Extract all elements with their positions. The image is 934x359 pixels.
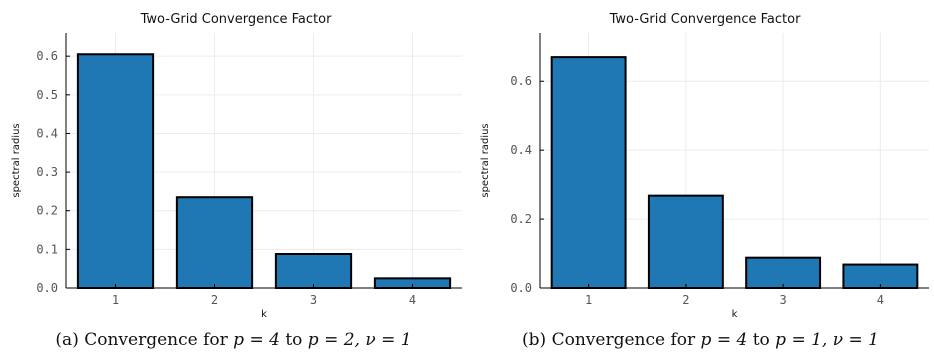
y-tick-label: 0.6	[510, 74, 532, 88]
x-tick-label: 3	[310, 293, 317, 307]
caption-b-to: to	[752, 329, 770, 350]
x-tick-label: 2	[682, 293, 689, 307]
caption-a-p-to: p = 2,	[307, 329, 360, 350]
x-tick-label: 3	[780, 293, 787, 307]
y-tick-label: 0.1	[36, 242, 58, 256]
x-tick-label: 1	[585, 293, 592, 307]
caption-a-to: to	[285, 329, 303, 350]
y-tick-label: 0.6	[36, 49, 58, 63]
chart-b: Two-Grid Convergence Factor 0.0 0.2 0.4 0.6 1…	[480, 12, 929, 320]
caption-b: (b) Convergence for p = 4 to p = 1, ν = …	[467, 320, 934, 359]
chart-title: Two-Grid Convergence Factor	[140, 12, 332, 27]
caption-b-label: (b)	[522, 329, 547, 350]
caption-b-text: Convergence for	[551, 329, 696, 350]
y-tick-label: 0.4	[36, 126, 58, 140]
bar-2	[647, 194, 724, 289]
caption-b-p-to: p = 1,	[775, 329, 828, 350]
bar-1	[76, 53, 155, 289]
caption-b-p-from: p = 4	[700, 329, 748, 350]
caption-b-nu: ν = 1	[832, 329, 879, 350]
caption-a-nu: ν = 1	[365, 329, 412, 350]
y-axis-label: spectral radius	[480, 123, 491, 197]
chart-title: Two-Grid Convergence Factor	[609, 12, 801, 27]
bar-2	[175, 196, 254, 289]
x-tick-label: 4	[409, 293, 416, 307]
y-tick-label: 0.4	[510, 143, 532, 157]
x-axis-label: k	[732, 309, 738, 320]
y-axis-label: spectral radius	[11, 123, 22, 197]
caption-a-text: Convergence for	[84, 329, 228, 350]
y-tick-label: 0.5	[36, 88, 58, 102]
y-tick-label: 0.0	[510, 281, 532, 295]
x-tick-label: 2	[211, 293, 218, 307]
chart-a: Two-Grid Convergence Factor 0.0 0.1 0.2 0.3 0…	[11, 12, 462, 320]
y-tick-label: 0.2	[510, 212, 532, 226]
x-axis-label: k	[261, 309, 267, 320]
bar-3	[745, 256, 822, 290]
x-tick-label: 1	[112, 293, 119, 307]
bar-1	[550, 56, 627, 289]
x-tick-label: 4	[877, 293, 884, 307]
caption-a: (a) Convergence for p = 4 to p = 2, ν = …	[0, 320, 467, 359]
bar-3	[274, 253, 353, 289]
y-tick-label: 0.0	[36, 281, 58, 295]
caption-a-p-from: p = 4	[233, 329, 280, 350]
y-tick-label: 0.2	[36, 204, 58, 218]
caption-a-label: (a)	[55, 329, 79, 350]
panel-b: Two-Grid Convergence Factor 0.0 0.2 0.4 0.6 1…	[467, 0, 934, 359]
y-tick-label: 0.3	[36, 165, 58, 179]
panel-a: Two-Grid Convergence Factor 0.0 0.1 0.2 0.3 0…	[0, 12, 467, 359]
